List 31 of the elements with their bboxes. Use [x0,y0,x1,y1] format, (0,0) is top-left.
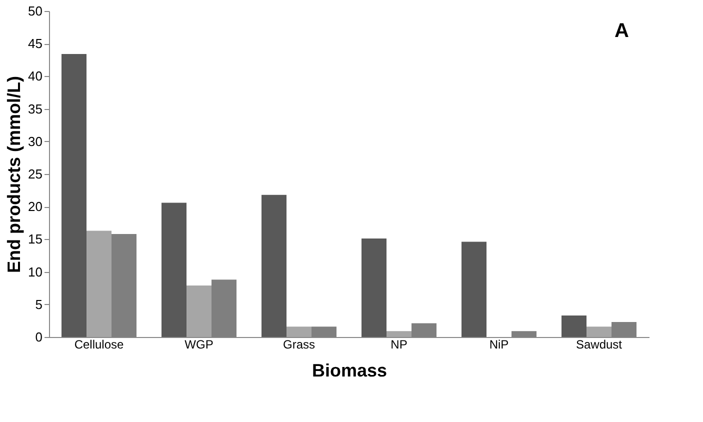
x-tick-label: Cellulose [74,338,124,352]
y-tick-label: 25 [28,166,42,182]
bar [562,315,586,337]
x-tick-label: NiP [489,338,509,352]
bar [86,230,112,337]
y-tick-label: 10 [28,264,42,280]
bar [62,54,86,337]
x-tick-label: Sawdust [576,338,623,352]
x-tick-label: NP [390,338,408,352]
bar [362,238,386,337]
bar [162,202,186,337]
y-tick-label: 0 [35,330,42,344]
y-tick-label: 40 [28,68,42,84]
y-tick-label: 30 [28,134,42,149]
y-tick-label: 15 [28,232,42,247]
annotation: A [614,20,629,42]
y-tick-label: 50 [28,4,42,18]
y-tick-label: 20 [28,199,42,214]
bar [386,331,412,337]
bar [462,242,486,337]
y-axis-title: End products (mmol/L) [4,76,24,273]
x-tick-label: Grass [282,338,316,352]
bar [286,326,312,337]
bar [186,285,212,337]
bar [262,194,286,337]
x-tick-label: WGP [184,338,214,352]
x-axis-title: Biomass [312,360,388,380]
y-tick-label: 35 [28,101,42,116]
bar [586,326,612,337]
y-tick-label: 5 [35,296,42,312]
y-tick-label: 45 [28,36,42,52]
